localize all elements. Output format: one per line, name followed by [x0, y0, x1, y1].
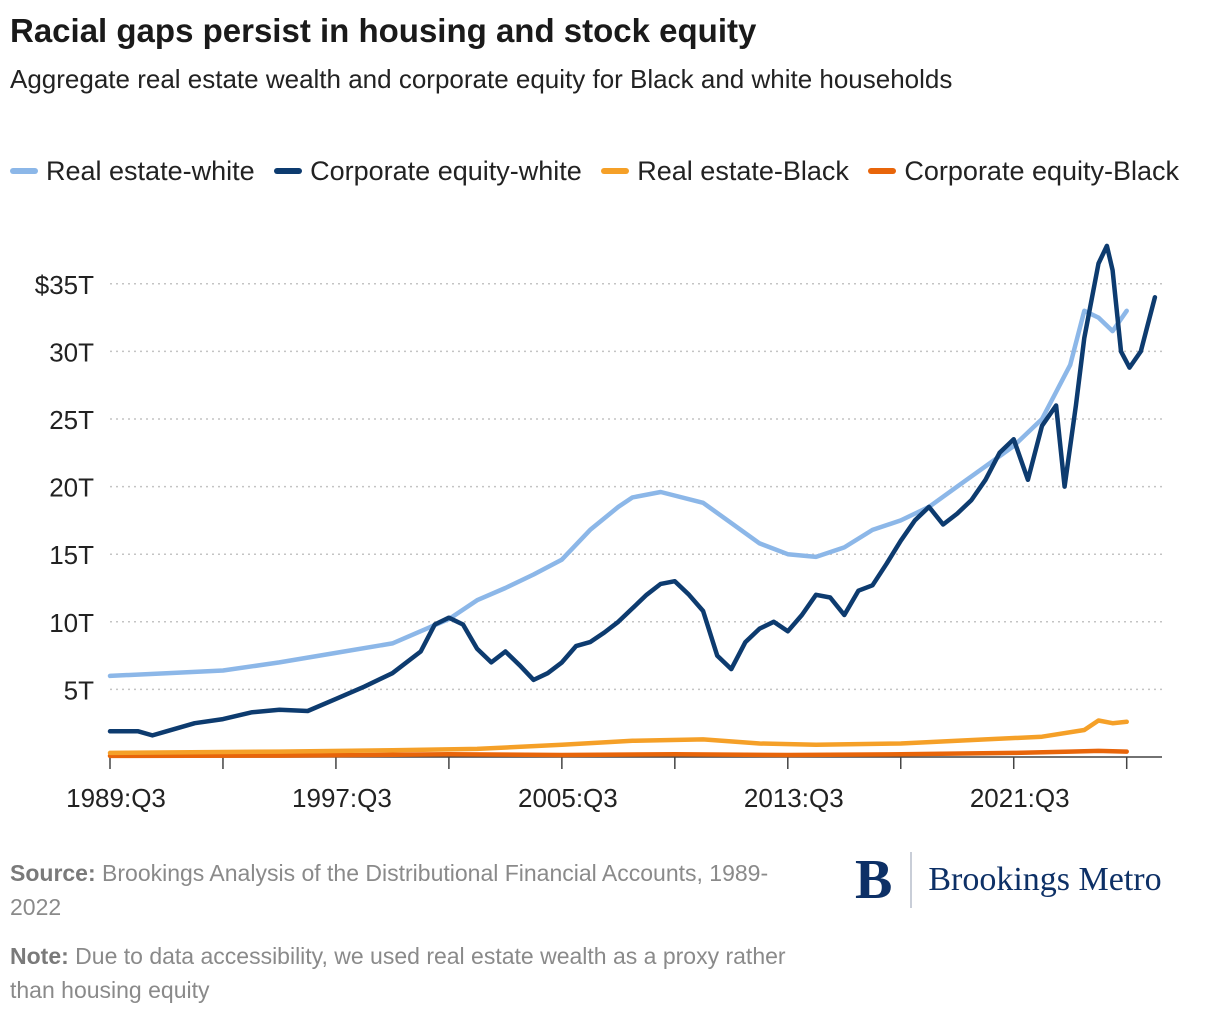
legend-item-real-estate-black: Real estate-Black — [601, 156, 849, 186]
legend-item-corporate-equity-black: Corporate equity-Black — [868, 156, 1179, 186]
legend-label: Corporate equity-white — [310, 156, 582, 186]
source-label: Source: — [10, 860, 96, 886]
source-text: Brookings Analysis of the Distributional… — [10, 860, 769, 920]
y-tick-label: 10T — [49, 608, 94, 638]
legend-item-real-estate-white: Real estate-white — [10, 156, 255, 186]
source-note: Source: Brookings Analysis of the Distri… — [10, 856, 800, 924]
series-line-real-estate-black — [107, 718, 1129, 756]
x-tick-label: 2005:Q3 — [518, 783, 618, 813]
legend-label: Real estate-Black — [637, 156, 849, 186]
x-tick-label: 1997:Q3 — [292, 783, 392, 813]
series-lines — [107, 243, 1158, 759]
brookings-metro-logo: B Brookings Metro — [855, 848, 1162, 912]
y-tick-label: 20T — [49, 473, 94, 503]
x-tick-label: 2021:Q3 — [970, 783, 1070, 813]
legend-swatch — [274, 167, 303, 174]
note-text: Due to data accessibility, we used real … — [10, 943, 786, 1003]
x-tick-label: 2013:Q3 — [744, 783, 844, 813]
x-tick-label: 1989:Q3 — [66, 783, 166, 813]
legend-swatch — [868, 167, 897, 174]
gridlines — [110, 283, 1162, 691]
logo-divider — [910, 852, 913, 908]
y-tick-label: 30T — [49, 337, 94, 367]
legend-swatch — [601, 167, 630, 174]
y-tick-label: 5T — [64, 675, 94, 705]
chart-legend: Real estate-white Corporate equity-white… — [10, 148, 1210, 194]
x-axis: 1989:Q3 1997:Q3 2005:Q3 2013:Q3 2021:Q3 — [66, 756, 1162, 813]
logo-wordmark: Brookings Metro — [928, 861, 1162, 898]
chart-title: Racial gaps persist in housing and stock… — [10, 12, 757, 49]
legend-label: Real estate-white — [46, 156, 255, 186]
series-line-corporate-equity-white — [107, 243, 1158, 738]
methodology-note: Note: Due to data accessibility, we used… — [10, 939, 800, 1007]
y-tick-label: 15T — [49, 540, 94, 570]
chart-subtitle: Aggregate real estate wealth and corpora… — [10, 64, 953, 94]
series-line-real-estate-white — [107, 308, 1129, 679]
legend-swatch — [10, 167, 38, 174]
y-tick-label: 25T — [49, 405, 94, 435]
logo-mark: B — [855, 849, 893, 911]
note-label: Note: — [10, 943, 69, 969]
legend-label: Corporate equity-Black — [904, 156, 1180, 186]
y-axis-ticks: 5T 10T 15T 20T 25T 30T $35T — [35, 270, 94, 706]
legend-item-corporate-equity-white: Corporate equity-white — [274, 156, 582, 186]
y-tick-label: $35T — [35, 270, 94, 300]
series-line-corporate-equity-black — [107, 748, 1129, 759]
